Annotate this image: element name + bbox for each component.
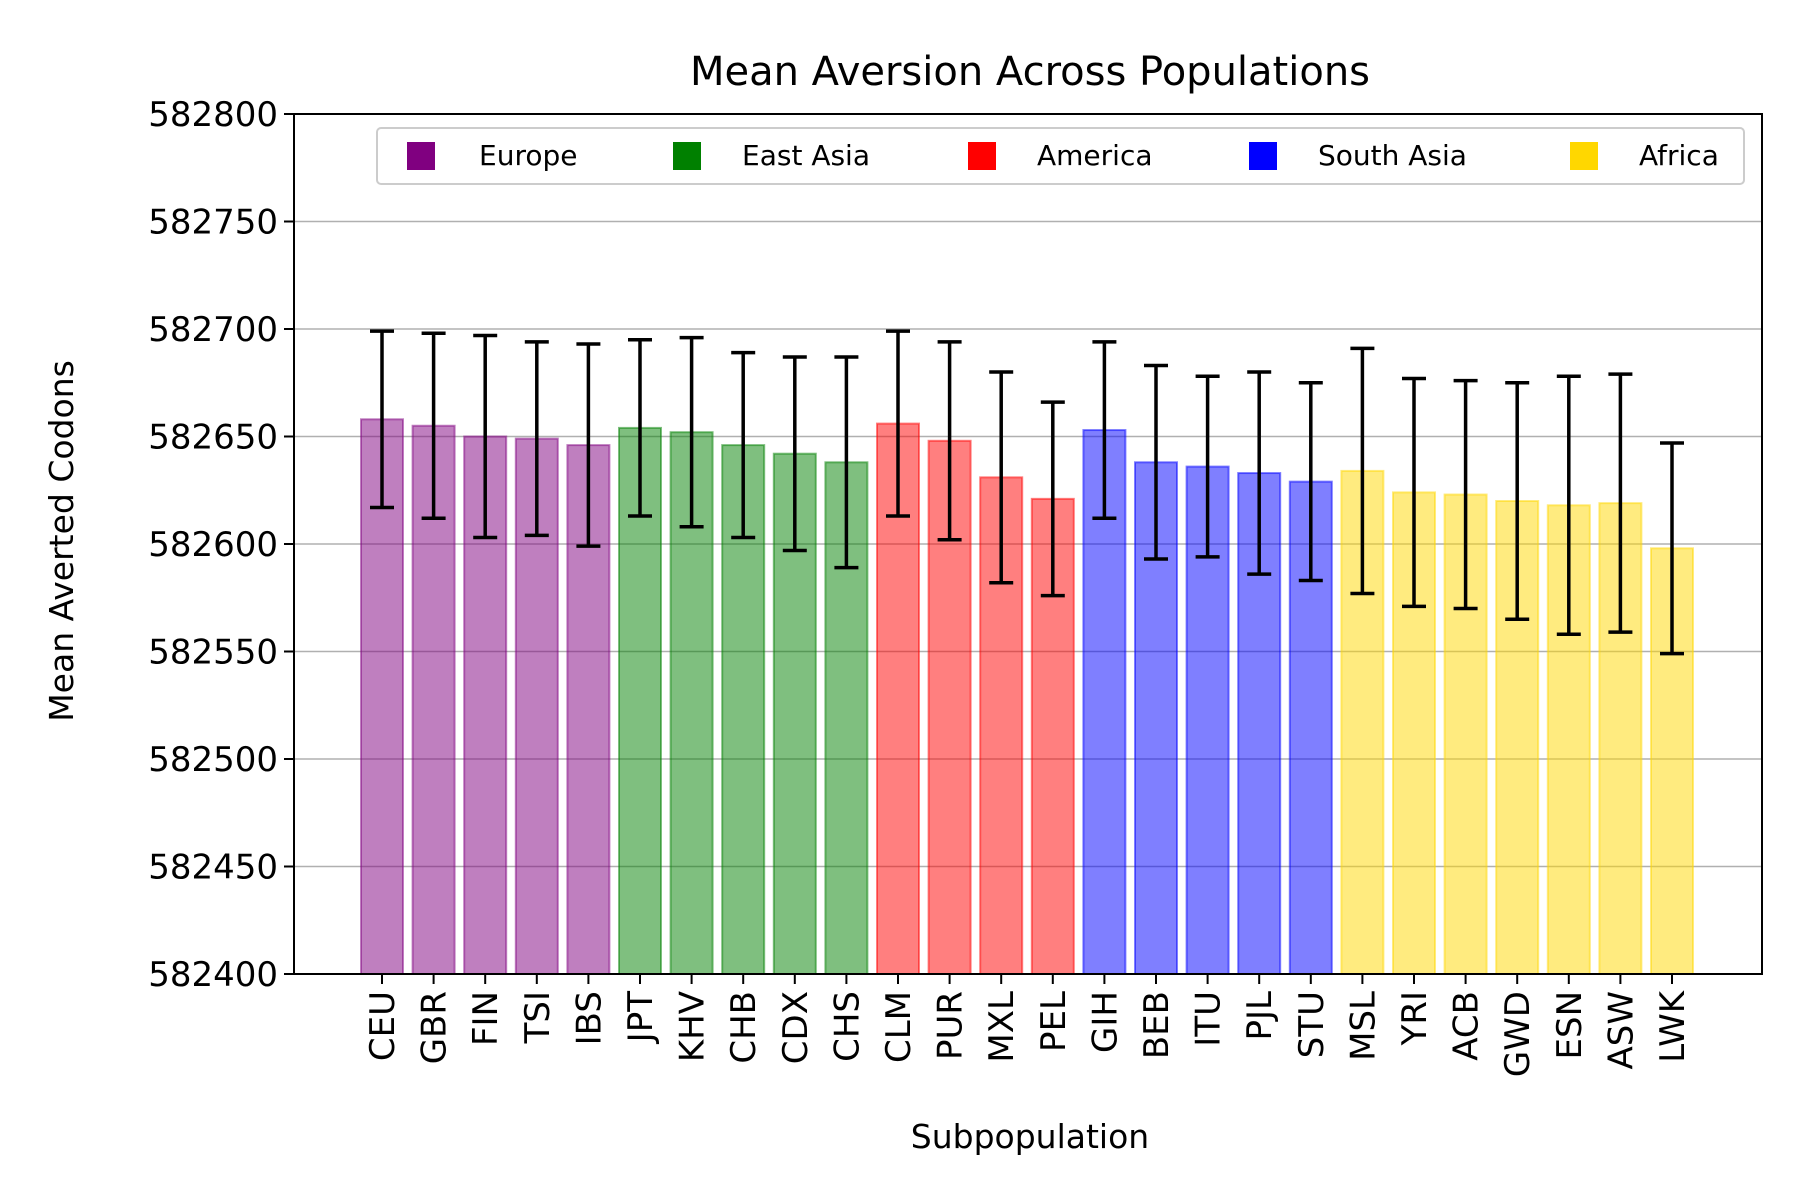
x-tick-label: STU <box>1292 991 1332 1058</box>
y-tick-label: 582550 <box>148 633 278 673</box>
error-bar-pur <box>937 340 962 542</box>
error-bar-esn <box>1556 374 1581 637</box>
x-tick-label: ESN <box>1550 991 1590 1060</box>
x-tick-label: GWD <box>1498 991 1538 1077</box>
legend-swatch <box>407 142 435 170</box>
error-bar-mxl <box>989 370 1014 585</box>
y-axis-label: Mean Averted Codons <box>42 360 81 722</box>
error-bars <box>370 329 1684 656</box>
x-tick-label: MSL <box>1343 991 1383 1061</box>
error-bar-fin <box>473 333 498 540</box>
x-tick-label: ACB <box>1447 991 1487 1061</box>
x-tick-label: YRI <box>1395 991 1435 1046</box>
error-bar-tsi <box>524 340 549 538</box>
error-bar-stu <box>1298 381 1323 583</box>
x-tick-label: TSI <box>518 991 558 1044</box>
error-bar-acb <box>1453 378 1478 611</box>
error-bar-jpt <box>628 338 652 518</box>
error-bar-chb <box>731 350 756 540</box>
legend-label: Africa <box>1639 139 1719 172</box>
error-bar-gih <box>1092 340 1117 520</box>
legend-swatch <box>1570 142 1598 170</box>
legend-label: Europe <box>479 139 577 172</box>
error-bar-khv <box>679 335 704 529</box>
x-tick-label: CHS <box>827 991 867 1062</box>
legend-item-south-asia: South Asia <box>1249 139 1467 172</box>
x-tick-label: GIH <box>1085 991 1125 1053</box>
x-tick-label: PJL <box>1240 991 1280 1041</box>
y-tick-label: 582750 <box>148 203 278 243</box>
x-tick-label: BEB <box>1137 991 1177 1059</box>
y-tick-label: 582650 <box>148 418 278 458</box>
legend-item-east-asia: East Asia <box>673 139 870 172</box>
error-bar-ibs <box>576 342 601 548</box>
x-tick-label: ASW <box>1601 991 1641 1069</box>
legend-box <box>376 127 1745 185</box>
chart-title: Mean Aversion Across Populations <box>690 49 1370 95</box>
y-tick-label: 582400 <box>148 955 278 995</box>
x-tick-label: FIN <box>466 991 506 1046</box>
legend: Europe East Asia America South Asia Africa <box>376 127 1745 185</box>
error-bar-gwd <box>1505 381 1530 621</box>
x-tick-label: GBR <box>415 991 455 1064</box>
error-bar-yri <box>1402 376 1426 609</box>
legend-swatch <box>968 142 996 170</box>
legend-label: America <box>1037 139 1153 172</box>
y-tick-label: 582500 <box>148 740 278 780</box>
x-tick-label: LWK <box>1653 989 1693 1062</box>
legend-item-africa: Africa <box>1570 139 1719 172</box>
legend-label: East Asia <box>742 139 870 172</box>
x-tick-label: PUR <box>931 991 971 1060</box>
x-tick-label: CEU <box>363 991 403 1061</box>
x-tick-label: ITU <box>1189 991 1229 1047</box>
y-axis: 582400 582450 582500 582550 582600 582650 5827… <box>148 95 294 995</box>
error-bar-asw <box>1608 372 1633 634</box>
error-bar-lwk <box>1660 441 1684 656</box>
error-bar-ceu <box>370 329 394 510</box>
error-bar-gbr <box>421 331 446 520</box>
x-tick-label: PEL <box>1034 991 1074 1052</box>
x-axis: CEU GBR FIN TSI IBS JPT KHV CHB CDX CHS CLM PUR MXL P… <box>363 974 1693 1077</box>
y-tick-label: 582800 <box>148 95 278 135</box>
error-bar-msl <box>1350 346 1375 596</box>
error-bar-pel <box>1040 400 1065 598</box>
x-tick-label: JPT <box>621 991 661 1045</box>
y-tick-label: 582700 <box>148 310 278 350</box>
x-tick-label: CDX <box>776 991 816 1064</box>
legend-item-america: America <box>968 139 1153 172</box>
legend-swatch <box>673 142 701 170</box>
y-tick-label: 582600 <box>148 525 278 565</box>
x-axis-label: Subpopulation <box>911 1117 1149 1156</box>
bar-chs <box>824 461 869 975</box>
x-tick-label: IBS <box>569 991 609 1045</box>
error-bar-chs <box>834 355 859 570</box>
x-tick-label: MXL <box>982 991 1022 1063</box>
bar-jpt <box>618 426 662 975</box>
error-bar-cdx <box>782 355 807 553</box>
legend-swatch <box>1249 142 1277 170</box>
legend-label: South Asia <box>1318 139 1467 172</box>
error-bar-beb <box>1144 363 1168 561</box>
y-tick-label: 582450 <box>148 848 278 888</box>
error-bar-clm <box>886 329 910 518</box>
x-tick-label: CLM <box>879 991 919 1063</box>
legend-item-europe: Europe <box>407 139 577 172</box>
x-tick-label: KHV <box>673 991 713 1062</box>
error-bar-pjl <box>1247 370 1272 576</box>
x-tick-label: CHB <box>724 991 764 1064</box>
error-bar-itu <box>1195 374 1220 559</box>
